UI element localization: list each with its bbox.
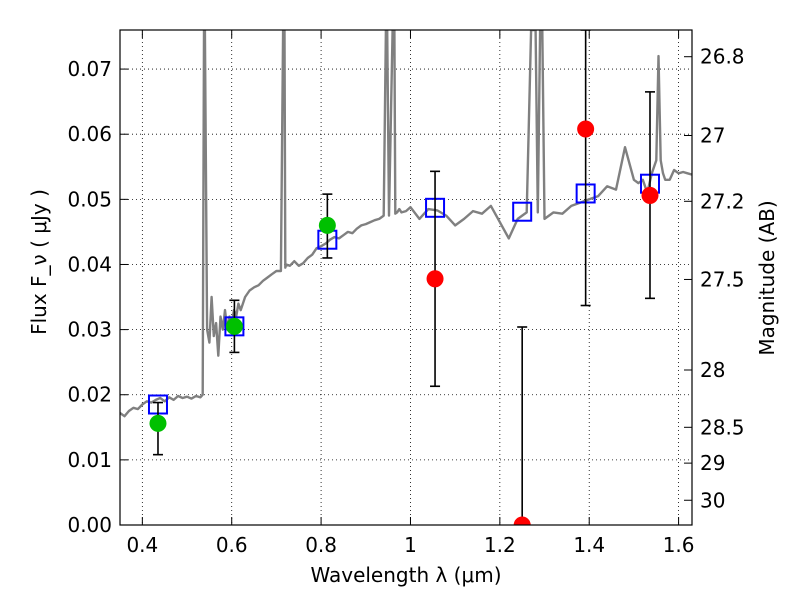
y-tick-label: 0.07 (67, 57, 112, 81)
y2-tick-label: 27.2 (700, 189, 745, 213)
x-tick-label: 0.6 (216, 533, 248, 557)
y2-tick-label: 29 (700, 451, 725, 475)
y2-tick-label: 27 (700, 124, 725, 148)
y-tick-label: 0.02 (67, 383, 112, 407)
y2-tick-label: 28.5 (700, 415, 745, 439)
x-tick-label: 1 (404, 533, 417, 557)
observed-photometry-point (225, 317, 243, 335)
y2-axis-label: Magnitude (AB) (755, 200, 779, 355)
observed-photometry-point (641, 186, 659, 204)
y-tick-label: 0.01 (67, 448, 112, 472)
spectrum-line (120, 30, 692, 418)
y-tick-label: 0.05 (67, 187, 112, 211)
x-tick-label: 0.4 (126, 533, 158, 557)
y2-tick-label: 28 (700, 358, 725, 382)
axes: 0.4 0.6 0.8 1 1.2 1.4 1.6 0.00 0.01 0.02 0.03 0.04 0… (67, 30, 745, 557)
y-tick-label: 0.03 (67, 318, 112, 342)
y-tick-label: 0.06 (67, 122, 112, 146)
x-tick-label: 0.8 (305, 533, 337, 557)
model-photometry-square (512, 201, 533, 222)
observed-photometry-point (426, 270, 444, 288)
y-axis-label: Flux F_ν ( μJy ) (27, 189, 51, 335)
plot-frame (119, 29, 693, 526)
x-tick-label: 1.2 (484, 533, 516, 557)
y2-tick-label: 30 (700, 488, 725, 512)
x-axis-label: Wavelength λ (μm) (310, 563, 501, 587)
y-tick-label: 0.00 (67, 513, 112, 537)
plot-area (120, 30, 692, 525)
observed-photometry-point (318, 216, 336, 234)
observed-photometry-point (149, 414, 167, 432)
observed-photometry-point (513, 516, 531, 525)
y2-tick-label: 27.5 (700, 267, 745, 291)
x-tick-label: 1.4 (573, 533, 605, 557)
observed-photometry-point (577, 120, 595, 138)
y2-tick-label: 26.8 (700, 45, 745, 69)
y-tick-label: 0.04 (67, 252, 112, 276)
x-tick-label: 1.6 (663, 533, 695, 557)
